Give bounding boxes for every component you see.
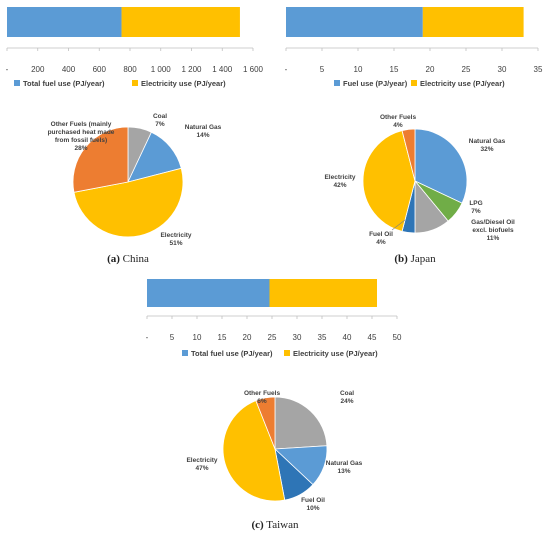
taiwan-bar-tick-label: 45 xyxy=(368,333,377,342)
china-bar-tick-label: 800 xyxy=(123,65,137,74)
china-pie-slice-label: Coal xyxy=(153,113,167,120)
japan-bar-legend-label: Electricity use (PJ/year) xyxy=(420,79,505,88)
taiwan-bar-tick-label: 35 xyxy=(318,333,327,342)
taiwan-pie-slice-label: Other Fuels xyxy=(244,390,281,397)
japan-pie-slice xyxy=(362,130,416,232)
taiwan-bar-tick-label: - xyxy=(146,333,149,342)
japan-pie-slice-label: 4% xyxy=(393,122,403,129)
china-pie-caption-name: China xyxy=(123,253,149,265)
china-bar-bar-fuel xyxy=(7,7,122,37)
japan-bar-tick-label: 25 xyxy=(462,65,471,74)
china-pie-caption-label: (a) xyxy=(107,253,120,265)
taiwan-pie-caption-label: (c) xyxy=(252,519,265,531)
japan-pie-slice-label: 32% xyxy=(480,146,493,153)
taiwan-bar-tick-label: 15 xyxy=(218,333,227,342)
japan-bar-tick-label: 10 xyxy=(354,65,363,74)
taiwan-bar-tick-label: 30 xyxy=(293,333,302,342)
japan-pie-caption: (b) Japan xyxy=(394,253,436,265)
japan-bar-legend-swatch xyxy=(411,80,417,86)
japan-pie-slice-label: Fuel Oil xyxy=(369,231,393,238)
taiwan-bar-bar-electricity xyxy=(269,279,377,307)
japan-pie-slice-label: 42% xyxy=(333,182,346,189)
china-pie-slice-label: 51% xyxy=(169,240,182,247)
taiwan-bar-legend-swatch xyxy=(182,350,188,356)
japan-pie-slice-label: Electricity xyxy=(324,174,355,181)
japan-bar-tick-label: 20 xyxy=(426,65,435,74)
china-bar-tick-label: 400 xyxy=(62,65,76,74)
japan-pie-slice-label: 7% xyxy=(471,208,481,215)
taiwan-pie-slice-label: Coal xyxy=(340,390,354,397)
japan-bar-tick-label: - xyxy=(285,65,288,74)
china-bar-tick-label: 1 400 xyxy=(212,65,233,74)
china-bar-bar-electricity xyxy=(121,7,240,37)
taiwan-pie-slice-label: Fuel Oil xyxy=(301,497,325,504)
taiwan-bar-legend-label: Electricity use (PJ/year) xyxy=(293,349,378,358)
taiwan-pie-slice xyxy=(255,396,276,450)
japan-pie-slice xyxy=(401,128,416,182)
japan-bar-bar-fuel xyxy=(286,7,423,37)
japan-pie-slice-label: LPG xyxy=(469,200,482,207)
japan-pie-leader-line xyxy=(391,219,406,231)
taiwan-pie-slice xyxy=(274,396,328,450)
china-pie-slice-label: purchased heat made xyxy=(48,129,115,136)
china-pie-slice-label: from fossil fuels) xyxy=(55,137,107,144)
japan-bar-bar-electricity xyxy=(422,7,524,37)
japan-pie-slice-label: Natural Gas xyxy=(469,138,506,145)
taiwan-bar-bar-fuel xyxy=(147,279,270,307)
taiwan-bar-legend-swatch xyxy=(284,350,290,356)
taiwan-bar-tick-label: 10 xyxy=(193,333,202,342)
china-pie-slice xyxy=(73,167,184,238)
taiwan-pie-caption-name: Taiwan xyxy=(266,519,299,531)
japan-pie-slice-label: excl. biofuels xyxy=(472,227,514,234)
china-bar-tick-label: - xyxy=(6,65,9,74)
japan-pie-slice xyxy=(414,128,468,204)
japan-bar-tick-label: 30 xyxy=(498,65,507,74)
china-pie-slice-label: 28% xyxy=(74,145,87,152)
china-bar-legend-label: Electricity use (PJ/year) xyxy=(141,79,226,88)
taiwan-pie-slice-label: Electricity xyxy=(186,457,217,464)
china-pie-slice-label: Natural Gas xyxy=(185,124,222,131)
japan-pie-caption-label: (b) xyxy=(394,253,408,265)
japan-bar-legend-swatch xyxy=(334,80,340,86)
japan-pie-slice-label: 11% xyxy=(487,235,500,242)
china-bar-tick-label: 1 000 xyxy=(151,65,172,74)
taiwan-bar-legend-label: Total fuel use (PJ/year) xyxy=(191,349,273,358)
china-pie-slice-label: Electricity xyxy=(160,232,191,239)
china-bar-tick-label: 600 xyxy=(93,65,107,74)
japan-bar-legend-label: Fuel use (PJ/year) xyxy=(343,79,408,88)
china-pie-slice xyxy=(72,126,129,193)
china-pie-slice-label: 7% xyxy=(155,121,165,128)
japan-pie-slice-label: 4% xyxy=(376,239,386,246)
china-bar-legend-swatch xyxy=(14,80,20,86)
japan-bar-tick-label: 35 xyxy=(534,65,543,74)
taiwan-pie-caption: (c) Taiwan xyxy=(252,519,299,531)
china-bar-tick-label: 1 600 xyxy=(243,65,264,74)
taiwan-pie-slice xyxy=(222,400,286,502)
japan-pie-caption-name: Japan xyxy=(411,253,437,265)
china-pie-slice-label: 14% xyxy=(196,132,209,139)
taiwan-pie-slice-label: 10% xyxy=(306,505,319,512)
taiwan-pie-slice-label: 47% xyxy=(195,465,208,472)
china-bar-legend-swatch xyxy=(132,80,138,86)
taiwan-bar-tick-label: 20 xyxy=(243,333,252,342)
japan-pie-slice-label: Other Fuels xyxy=(380,114,417,121)
china-pie-caption: (a) China xyxy=(107,253,149,265)
china-pie-slice-label: Other Fuels (mainly xyxy=(51,121,112,128)
taiwan-pie-slice-label: 24% xyxy=(340,398,353,405)
japan-pie-slice-label: Gas/Diesel Oil xyxy=(471,219,515,226)
taiwan-bar-tick-label: 50 xyxy=(393,333,402,342)
taiwan-pie-slice-label: Natural Gas xyxy=(326,460,363,467)
taiwan-bar-tick-label: 40 xyxy=(343,333,352,342)
taiwan-bar-tick-label: 5 xyxy=(170,333,175,342)
japan-bar-tick-label: 15 xyxy=(390,65,399,74)
china-bar-tick-label: 200 xyxy=(31,65,45,74)
taiwan-bar-tick-label: 25 xyxy=(268,333,277,342)
japan-bar-tick-label: 5 xyxy=(320,65,325,74)
china-bar-legend-label: Total fuel use (PJ/year) xyxy=(23,79,105,88)
taiwan-pie-slice-label: 13% xyxy=(337,468,350,475)
taiwan-pie-slice-label: 6% xyxy=(257,398,267,405)
china-bar-tick-label: 1 200 xyxy=(181,65,202,74)
